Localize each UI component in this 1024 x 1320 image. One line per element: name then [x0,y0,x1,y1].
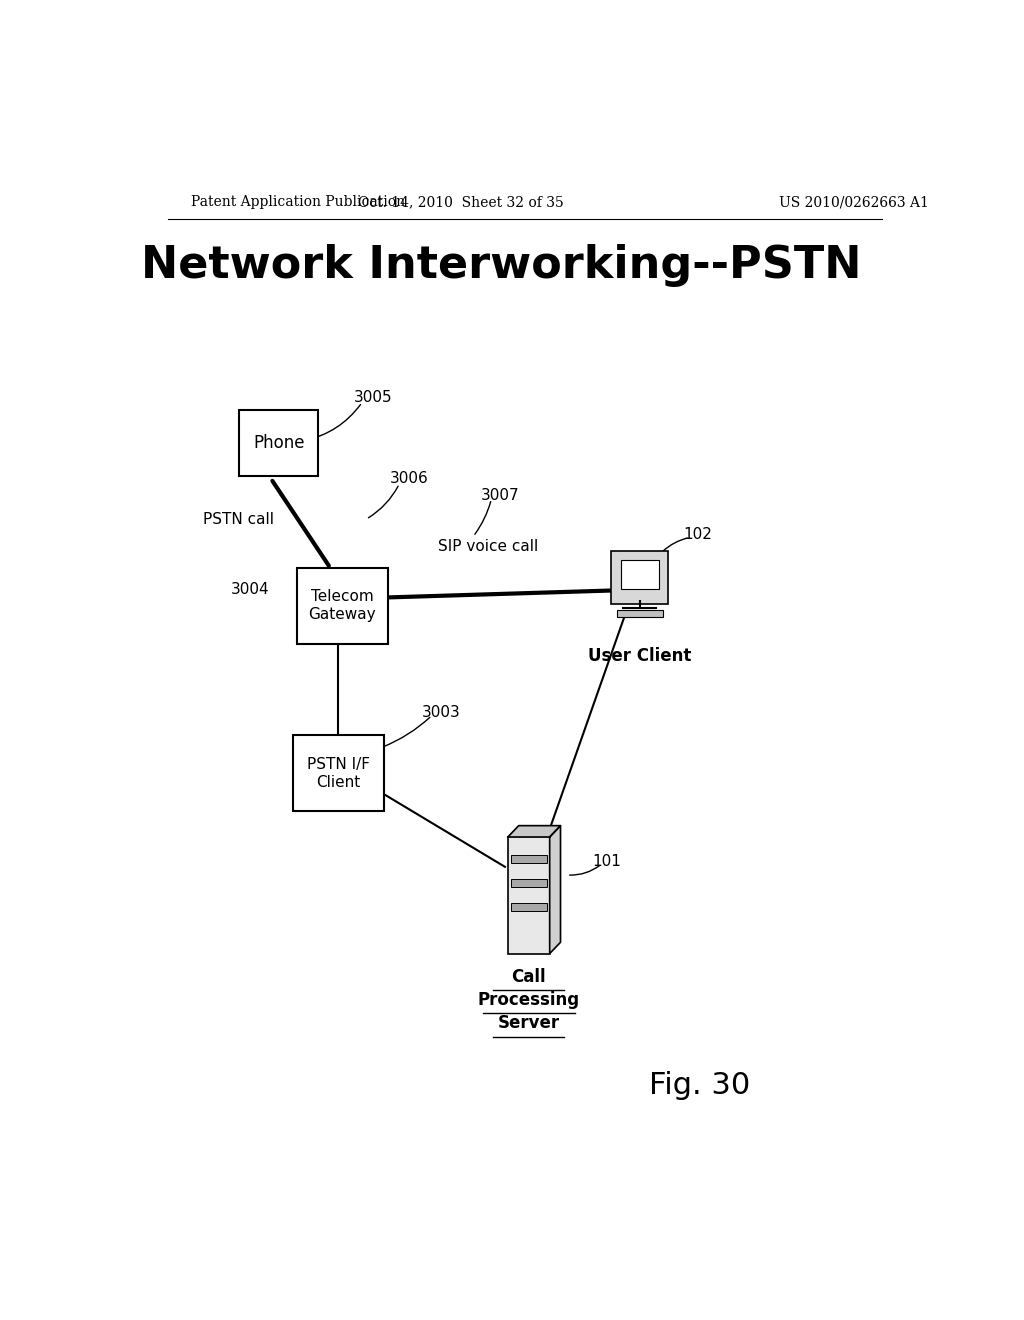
Text: Patent Application Publication: Patent Application Publication [191,195,406,209]
Text: User Client: User Client [588,647,691,665]
Text: US 2010/0262663 A1: US 2010/0262663 A1 [778,195,929,209]
Text: Network Interworking--PSTN: Network Interworking--PSTN [140,244,861,286]
Text: 102: 102 [684,527,713,543]
Text: 3004: 3004 [231,582,269,597]
FancyBboxPatch shape [511,903,547,911]
Text: 3003: 3003 [422,705,461,719]
Text: Telecom
Gateway: Telecom Gateway [308,590,376,622]
Text: 3006: 3006 [390,471,429,486]
FancyBboxPatch shape [621,560,658,589]
Text: PSTN I/F
Client: PSTN I/F Client [307,758,370,789]
Text: Processing: Processing [478,991,580,1008]
Text: Fig. 30: Fig. 30 [649,1071,750,1100]
Text: PSTN call: PSTN call [204,512,274,527]
Text: Oct. 14, 2010  Sheet 32 of 35: Oct. 14, 2010 Sheet 32 of 35 [358,195,564,209]
Polygon shape [550,825,560,953]
Text: 3005: 3005 [354,389,393,405]
Text: 101: 101 [592,854,622,870]
FancyBboxPatch shape [240,411,318,477]
FancyBboxPatch shape [511,879,547,887]
Text: Server: Server [498,1014,560,1032]
Text: Phone: Phone [253,434,304,451]
Polygon shape [508,825,560,837]
FancyBboxPatch shape [611,550,669,605]
Text: 3007: 3007 [481,488,520,503]
FancyBboxPatch shape [293,735,384,812]
FancyBboxPatch shape [616,610,663,616]
FancyBboxPatch shape [511,854,547,863]
FancyBboxPatch shape [508,837,550,953]
Text: SIP voice call: SIP voice call [437,539,538,554]
Text: Call: Call [511,968,546,986]
FancyBboxPatch shape [297,568,388,644]
